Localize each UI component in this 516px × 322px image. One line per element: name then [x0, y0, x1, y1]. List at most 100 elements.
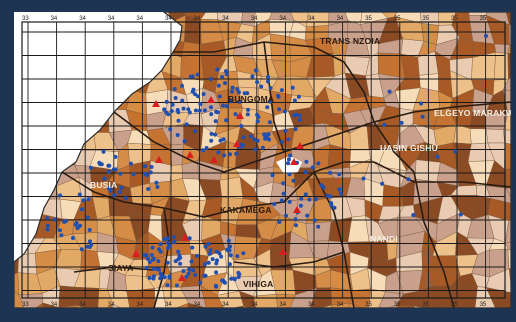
blue-point	[143, 164, 147, 169]
map-neatline	[21, 21, 506, 299]
blue-point	[228, 152, 232, 157]
blue-point	[102, 176, 107, 181]
blue-point	[213, 132, 218, 137]
choropleth-cell	[414, 159, 441, 183]
county-boundary	[233, 251, 345, 268]
blue-point	[52, 217, 57, 222]
county-boundary	[113, 111, 375, 173]
blue-point	[87, 245, 92, 249]
water-patch	[276, 156, 302, 174]
blue-point	[210, 257, 215, 262]
blue-point	[71, 236, 75, 240]
top-tick-label: 34	[79, 16, 86, 22]
blue-point	[106, 169, 111, 174]
red-triangle-marker	[155, 156, 163, 163]
blue-point	[240, 143, 245, 148]
blue-point	[382, 122, 387, 127]
top-tick-label: 34	[279, 16, 286, 22]
blue-point	[182, 139, 187, 144]
blue-point	[181, 106, 186, 111]
bottom-tick-label: 34	[222, 302, 229, 308]
blue-point	[265, 105, 270, 110]
blue-point	[252, 137, 257, 142]
region-label: KAKAMEGA	[220, 205, 272, 215]
county-boundary	[163, 12, 415, 173]
blue-point	[150, 245, 155, 250]
bottom-tick-label: 34	[251, 302, 258, 308]
blue-point	[203, 244, 208, 249]
blue-point	[224, 118, 229, 123]
blue-point	[190, 245, 195, 250]
blue-point	[180, 98, 185, 103]
blue-point	[195, 253, 200, 258]
blue-point	[214, 270, 219, 275]
county-boundary	[61, 161, 374, 218]
blue-point	[112, 193, 117, 198]
blue-point	[176, 249, 181, 254]
blue-point	[79, 207, 84, 212]
blue-point	[312, 218, 317, 223]
blue-point	[170, 102, 175, 107]
blue-point	[208, 77, 213, 82]
blue-point	[282, 109, 287, 114]
blue-point	[235, 87, 240, 92]
bottom-tick-label: 33	[22, 302, 29, 308]
blue-point	[214, 261, 219, 266]
blue-point	[108, 188, 113, 193]
blue-point	[190, 89, 195, 94]
blue-point	[193, 273, 198, 277]
choropleth-cell	[507, 248, 511, 271]
red-triangle-marker	[290, 158, 298, 165]
blue-point	[280, 139, 285, 144]
blue-point	[329, 203, 334, 208]
blue-point	[165, 246, 170, 251]
blue-point	[187, 267, 192, 272]
blue-point	[245, 112, 250, 117]
region-label: BUSIA	[90, 180, 117, 190]
red-triangle-marker	[186, 151, 194, 158]
blue-point	[97, 160, 102, 165]
blue-point	[484, 34, 488, 38]
blue-point	[148, 170, 153, 175]
blue-point	[337, 172, 342, 177]
blue-point	[208, 248, 213, 253]
blue-point	[45, 223, 50, 228]
blue-point	[144, 265, 149, 270]
county-boundary	[413, 171, 455, 308]
blue-point	[167, 275, 172, 280]
blue-point	[228, 253, 233, 258]
blue-point	[172, 235, 177, 239]
blue-point	[303, 170, 308, 174]
blue-point	[178, 261, 183, 266]
blue-point	[233, 112, 238, 117]
blue-point	[193, 129, 198, 134]
blue-point	[113, 167, 118, 172]
blue-point	[216, 150, 221, 155]
blue-point	[297, 113, 302, 118]
blue-point	[242, 91, 247, 96]
blue-point	[297, 118, 302, 122]
blue-point	[118, 171, 123, 176]
blue-point	[222, 280, 227, 285]
blue-point	[435, 154, 440, 159]
region-labels: TRANS NZOIA BUNGOMA ELGEYO MARAKWET UASIN G…	[90, 36, 511, 289]
blue-point	[88, 239, 92, 244]
bottom-tick-label: 35	[480, 302, 487, 308]
red-triangle-marker	[236, 112, 244, 119]
choropleth-cell	[216, 305, 244, 308]
map-frame: TRANS NZOIA BUNGOMA ELGEYO MARAKWET UASIN G…	[14, 12, 511, 308]
blue-point	[162, 237, 167, 242]
blue-point	[180, 83, 184, 88]
blue-point	[172, 240, 176, 245]
blue-point	[259, 84, 264, 89]
blue-point	[57, 228, 62, 233]
blue-point	[268, 99, 272, 104]
top-tick-label: 34	[222, 16, 229, 22]
blue-point	[158, 271, 163, 276]
blue-point	[228, 244, 233, 249]
red-triangle-marker	[210, 156, 218, 163]
choropleth-cell	[42, 302, 59, 308]
bottom-tick-label: 34	[194, 302, 201, 308]
blue-point	[176, 118, 181, 123]
